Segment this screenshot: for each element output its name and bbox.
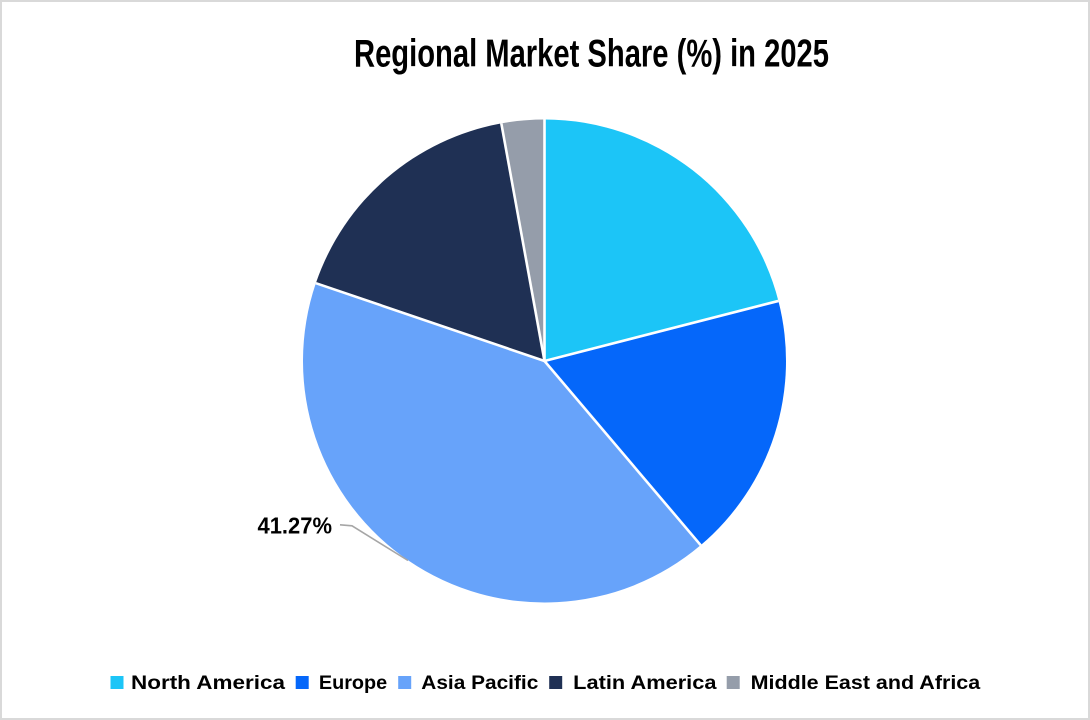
svg-text:Europe: Europe (319, 672, 387, 694)
svg-text:Latin America: Latin America (573, 672, 716, 694)
svg-text:Asia Pacific: Asia Pacific (421, 672, 538, 694)
svg-text:41.27%: 41.27% (258, 513, 333, 539)
svg-text:Middle East and Africa: Middle East and Africa (751, 672, 981, 694)
svg-text:North America: North America (131, 672, 285, 694)
svg-text:Regional Market Share (%) in 2: Regional Market Share (%) in 2025 (354, 33, 829, 76)
